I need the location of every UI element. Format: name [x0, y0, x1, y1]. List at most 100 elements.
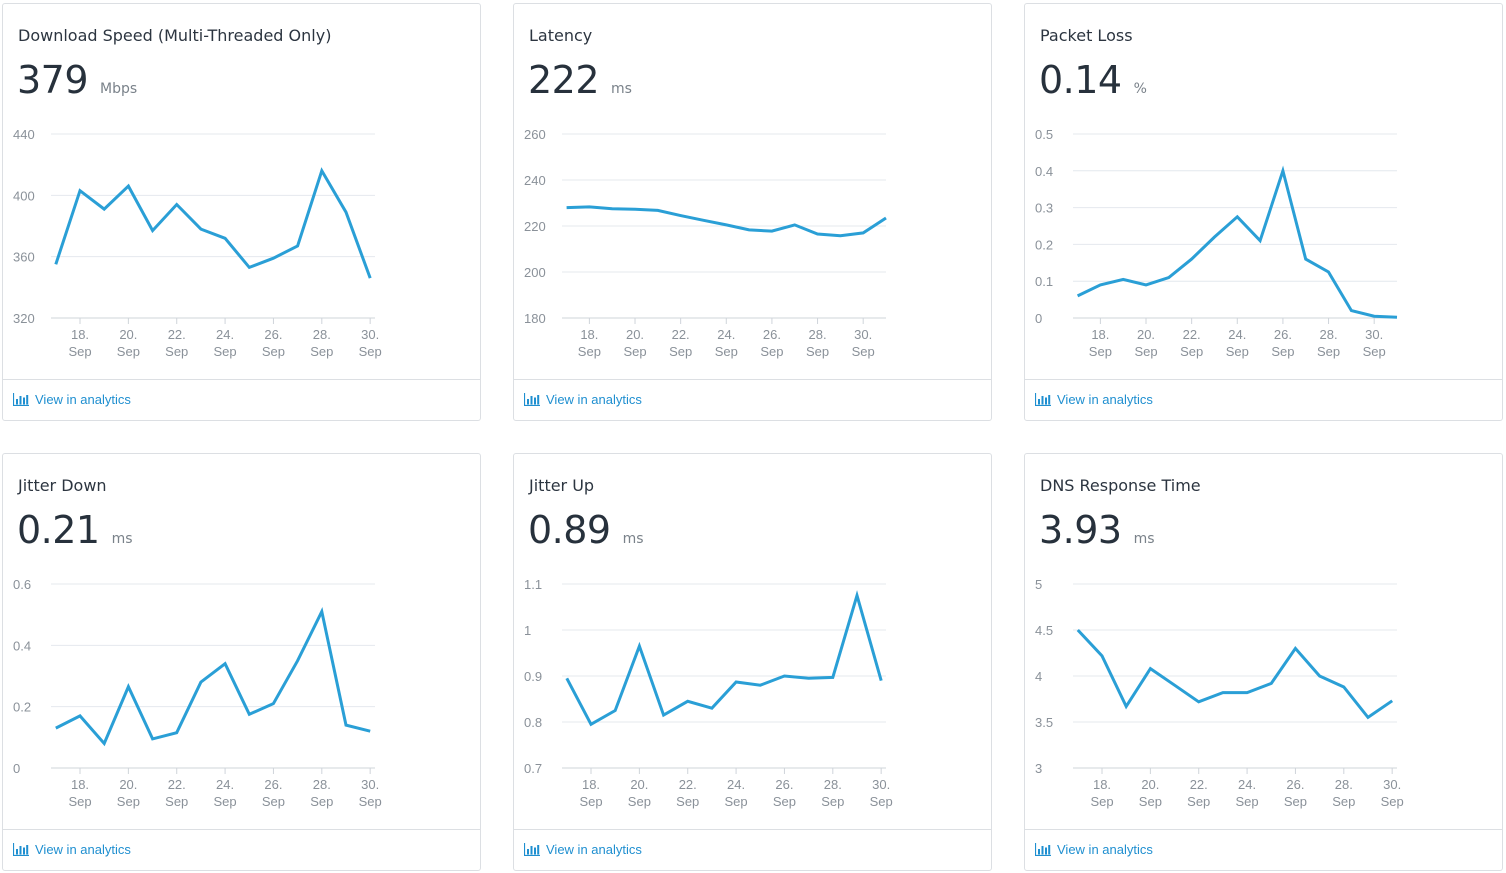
data-point: [1197, 700, 1201, 704]
x-tick-month: Sep: [578, 344, 601, 359]
data-point: [199, 227, 203, 231]
series-line: [55, 607, 371, 747]
x-tick-label: 28.: [809, 327, 827, 342]
x-tick-month: Sep: [1381, 794, 1404, 809]
x-tick-label: 22.: [679, 777, 697, 792]
data-point: [855, 594, 859, 598]
data-point: [1318, 674, 1322, 678]
y-tick-label: 0.2: [1035, 237, 1053, 252]
data-point: [1212, 235, 1216, 239]
view-in-analytics-link[interactable]: View in analytics: [524, 842, 642, 857]
analytics-link-label: View in analytics: [1057, 392, 1153, 407]
series-line: [1076, 165, 1398, 319]
x-tick-label: 18.: [71, 777, 89, 792]
x-tick-label: 30.: [872, 777, 890, 792]
data-point: [838, 234, 842, 238]
view-in-analytics-link[interactable]: View in analytics: [1035, 392, 1153, 407]
y-tick-label: 0.5: [1035, 127, 1053, 142]
card-dns-response-time: DNS Response Time 3.93 ms 3 3.5 4 4.5 5 18. Se…: [1024, 453, 1503, 871]
view-in-analytics-link[interactable]: View in analytics: [13, 842, 131, 857]
x-tick-label: 22.: [1183, 327, 1201, 342]
data-point: [793, 223, 797, 227]
x-tick-label: 20.: [630, 777, 648, 792]
x-tick-month: Sep: [117, 794, 140, 809]
x-tick-month: Sep: [1317, 344, 1340, 359]
x-tick-label: 22.: [672, 327, 690, 342]
bar-chart-icon: [524, 393, 540, 406]
data-point: [151, 737, 155, 741]
x-tick-month: Sep: [1236, 794, 1259, 809]
y-tick-label: 0: [13, 761, 20, 776]
x-tick-label: 18.: [71, 327, 89, 342]
data-point: [1124, 704, 1128, 708]
line-chart: 320 360 400 440 18. Sep 20. Sep 22. Sep 24. Sep 26. S…: [13, 127, 382, 359]
x-tick-month: Sep: [628, 794, 651, 809]
line-chart: 0.7 0.8 0.9 1 1.1 18. Sep 20. Sep 22. Sep 24. Sep 26.…: [524, 577, 893, 809]
y-tick-label: 0.7: [524, 761, 542, 776]
x-tick-label: 28.: [824, 777, 842, 792]
data-point: [1349, 309, 1353, 313]
data-point: [1144, 283, 1148, 287]
analytics-link-label: View in analytics: [546, 392, 642, 407]
x-tick-month: Sep: [852, 344, 875, 359]
data-point: [1190, 257, 1194, 261]
bar-chart-icon: [524, 843, 540, 856]
x-tick-label: 20.: [119, 777, 137, 792]
x-tick-month: Sep: [579, 794, 602, 809]
x-tick-label: 24.: [1238, 777, 1256, 792]
data-point: [320, 169, 324, 173]
x-tick-month: Sep: [806, 344, 829, 359]
data-point: [175, 731, 179, 735]
view-in-analytics-link[interactable]: View in analytics: [13, 392, 131, 407]
x-tick-month: Sep: [68, 794, 91, 809]
y-tick-label: 0.9: [524, 669, 542, 684]
metric: 0.21 ms: [17, 508, 133, 552]
x-tick-month: Sep: [117, 344, 140, 359]
metric-value: 222: [528, 58, 600, 102]
x-tick-month: Sep: [669, 344, 692, 359]
card-title: Jitter Up: [529, 476, 595, 495]
y-tick-label: 260: [524, 127, 546, 142]
data-point: [1293, 646, 1297, 650]
x-tick-month: Sep: [821, 794, 844, 809]
x-tick-label: 24.: [216, 327, 234, 342]
card-title: Packet Loss: [1040, 26, 1133, 45]
data-point: [613, 709, 617, 713]
y-tick-label: 0.2: [13, 700, 31, 715]
analytics-link-label: View in analytics: [35, 842, 131, 857]
x-tick-label: 28.: [313, 327, 331, 342]
x-tick-label: 24.: [717, 327, 735, 342]
data-point: [1076, 628, 1080, 632]
y-tick-label: 0: [1035, 311, 1042, 326]
x-tick-month: Sep: [359, 794, 382, 809]
card-divider: [514, 379, 991, 380]
data-point: [271, 256, 275, 260]
metric-unit: ms: [622, 531, 644, 547]
data-point: [782, 674, 786, 678]
data-point: [747, 228, 751, 232]
data-point: [710, 706, 714, 710]
card-packet-loss: Packet Loss 0.14 % 0 0.1 0.2 0.3 0.4 0.5 18. Se…: [1024, 3, 1503, 421]
line-chart: 0 0.2 0.4 0.6 18. Sep 20. Sep 22. Sep 24. Sep 26. Sep…: [13, 577, 382, 809]
data-point: [1235, 215, 1239, 219]
view-in-analytics-link[interactable]: View in analytics: [524, 392, 642, 407]
y-tick-label: 240: [524, 173, 546, 188]
data-point: [1390, 699, 1394, 703]
metric-unit: ms: [111, 531, 133, 547]
x-tick-label: 30.: [361, 777, 379, 792]
data-point: [1366, 715, 1370, 719]
metric-unit: ms: [1133, 531, 1155, 547]
card-divider: [514, 829, 991, 830]
series-line: [565, 590, 883, 727]
data-point: [861, 231, 865, 235]
data-point: [102, 741, 106, 745]
data-point: [126, 184, 130, 188]
x-tick-month: Sep: [262, 794, 285, 809]
data-point: [1258, 239, 1262, 243]
card-title: Latency: [529, 26, 593, 45]
view-in-analytics-link[interactable]: View in analytics: [1035, 842, 1153, 857]
card-title: DNS Response Time: [1040, 476, 1201, 495]
y-tick-label: 0.4: [13, 638, 31, 653]
x-tick-label: 28.: [1320, 327, 1338, 342]
data-point: [1100, 654, 1104, 658]
